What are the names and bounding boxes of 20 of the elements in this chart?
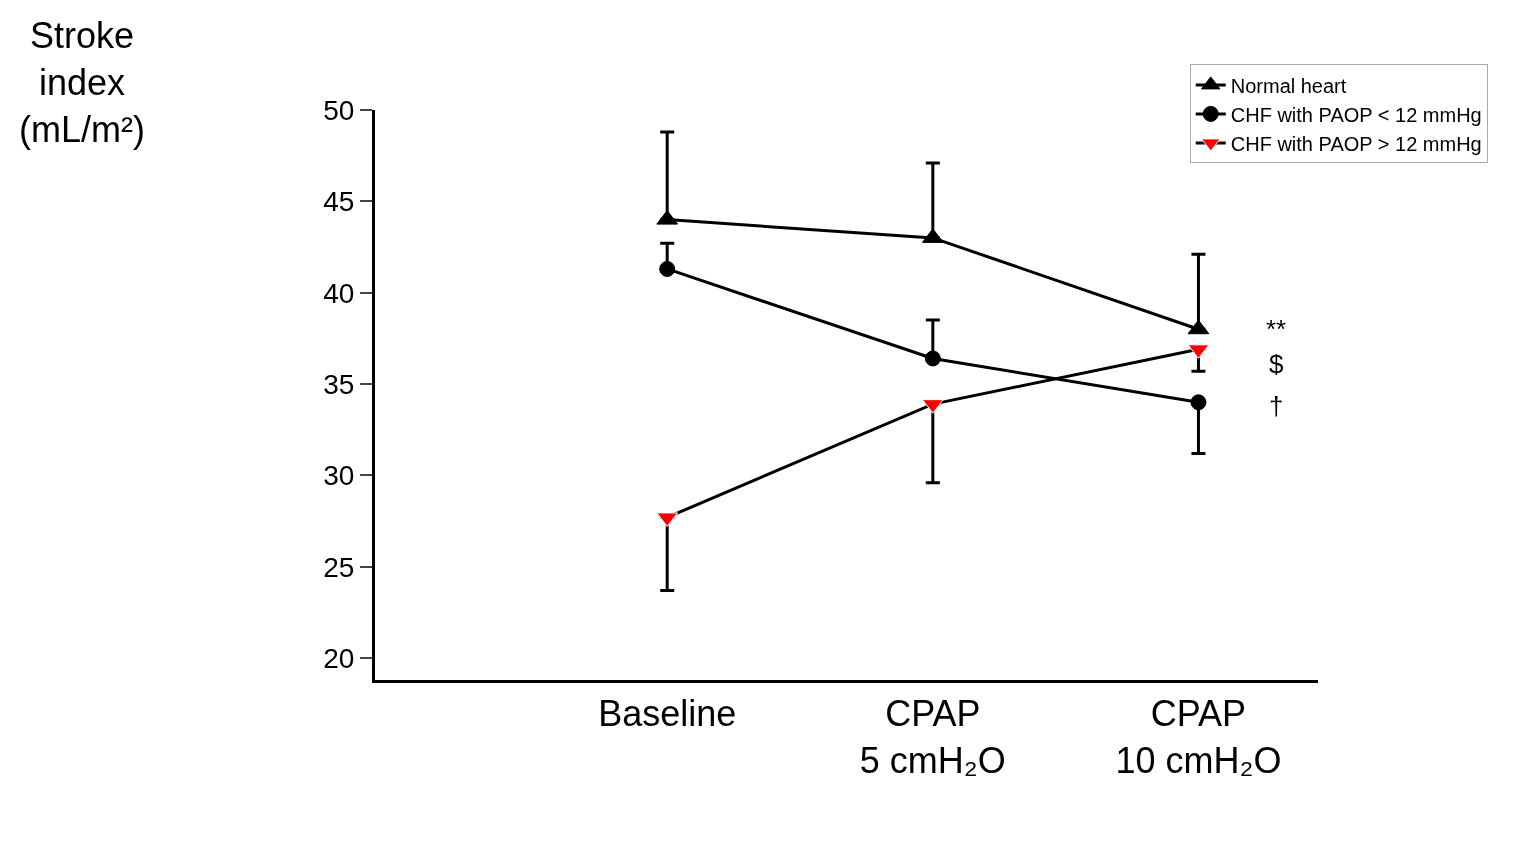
legend-label: CHF with PAOP < 12 mmHg xyxy=(1230,103,1482,126)
x-tick-label: Baseline xyxy=(598,693,737,735)
y-tick-label: 20 xyxy=(323,642,355,674)
legend-label: Normal heart xyxy=(1230,74,1347,97)
legend-label: CHF with PAOP > 12 mmHg xyxy=(1230,132,1482,155)
y-tick-label: 45 xyxy=(323,186,355,218)
annotation: † xyxy=(1269,391,1284,421)
y-tick-label: 25 xyxy=(323,551,355,583)
point xyxy=(924,350,941,367)
y-tick-label: 30 xyxy=(323,460,355,492)
annotation: $ xyxy=(1269,349,1284,379)
y-axis-title: Stroke index (mL/m²) xyxy=(19,15,145,150)
annotation: ** xyxy=(1266,314,1287,344)
x-tick-label: CPAP 5 cmH₂O xyxy=(859,693,1006,781)
x-tick-label: CPAP 10 cmH₂O xyxy=(1115,693,1282,781)
y-tick-label: 35 xyxy=(323,368,355,400)
point xyxy=(659,260,676,277)
point xyxy=(1190,394,1207,411)
y-tick-label: 50 xyxy=(323,94,355,126)
y-tick-label: 40 xyxy=(323,277,355,309)
